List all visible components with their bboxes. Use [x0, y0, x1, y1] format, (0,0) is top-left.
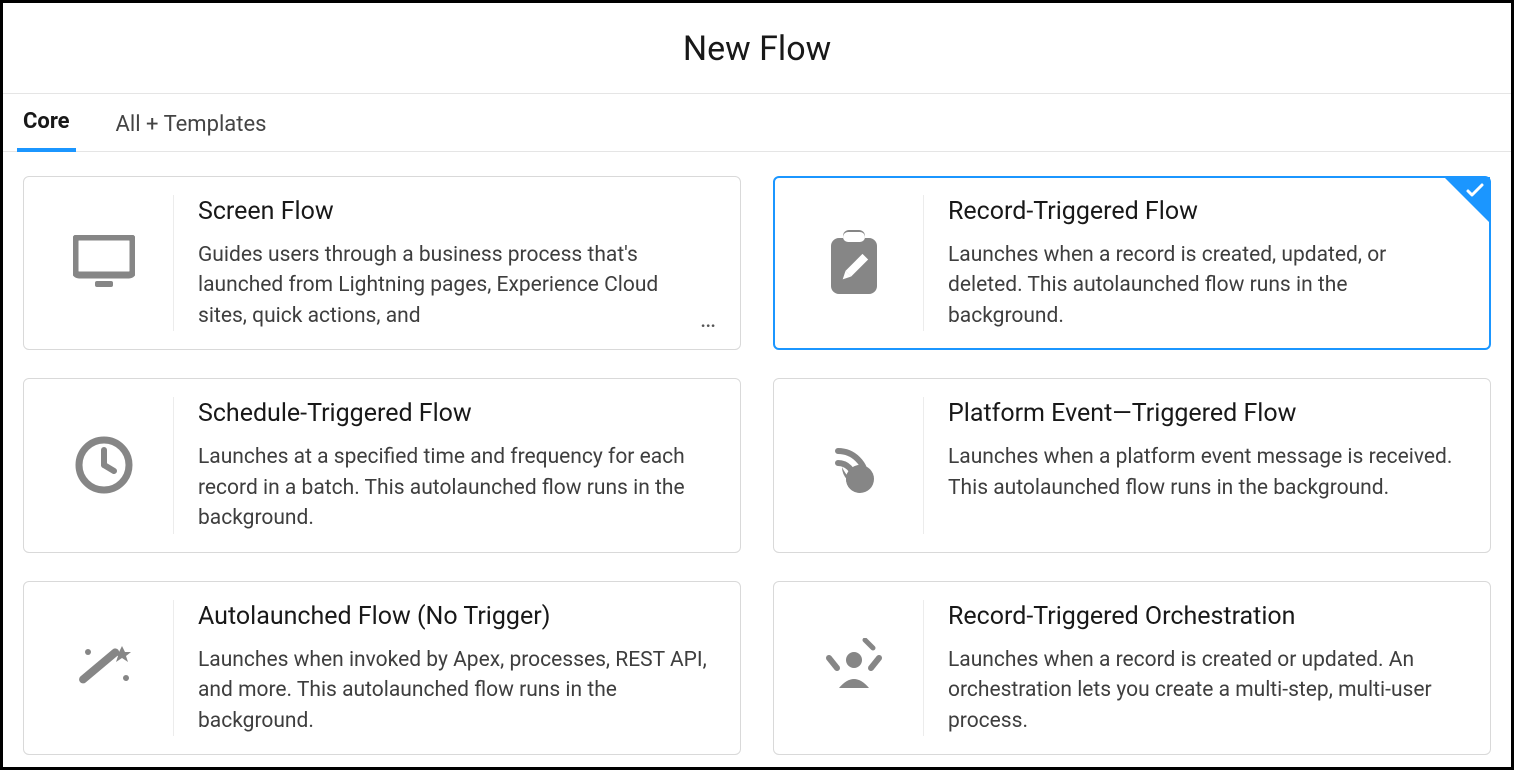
card-screen-flow[interactable]: Screen Flow Guides users through a busin…: [23, 176, 741, 350]
wand-icon: [72, 638, 136, 698]
card-icon-col: [44, 195, 174, 331]
card-icon-col: [794, 600, 924, 736]
card-icon-col: [794, 397, 924, 533]
card-title: Platform Event—Triggered Flow: [948, 399, 1462, 428]
card-body: Screen Flow Guides users through a busin…: [198, 195, 720, 331]
dialog-title: New Flow: [3, 29, 1511, 69]
card-icon-col: [44, 600, 174, 736]
card-desc: Launches at a specified time and frequen…: [198, 442, 712, 533]
clipboard-pencil-icon: [823, 228, 885, 298]
card-title: Record-Triggered Flow: [948, 197, 1462, 226]
tab-core-label: Core: [23, 109, 70, 134]
dialog-header: New Flow: [3, 3, 1511, 94]
card-icon-col: [794, 195, 924, 331]
card-body: Record-Triggered Flow Launches when a re…: [948, 195, 1470, 331]
card-platform-event-triggered-flow[interactable]: Platform Event—Triggered Flow Launches w…: [773, 378, 1491, 552]
flow-type-grid: Screen Flow Guides users through a busin…: [3, 152, 1511, 770]
tab-core[interactable]: Core: [17, 93, 76, 152]
card-title: Schedule-Triggered Flow: [198, 399, 712, 428]
new-flow-dialog: New Flow Core All + Templates Screen Flo…: [0, 0, 1514, 770]
card-body: Schedule-Triggered Flow Launches at a sp…: [198, 397, 720, 533]
card-desc: Guides users through a business process …: [198, 240, 712, 331]
card-title: Autolaunched Flow (No Trigger): [198, 602, 712, 631]
card-record-triggered-flow[interactable]: Record-Triggered Flow Launches when a re…: [773, 176, 1491, 350]
card-desc: Launches when a record is created, updat…: [948, 240, 1462, 331]
card-body: Autolaunched Flow (No Trigger) Launches …: [198, 600, 720, 736]
check-icon: [1465, 181, 1485, 205]
card-body: Platform Event—Triggered Flow Launches w…: [948, 397, 1470, 533]
card-autolaunched-flow-no-trigger[interactable]: Autolaunched Flow (No Trigger) Launches …: [23, 581, 741, 755]
tab-all-templates[interactable]: All + Templates: [110, 96, 273, 151]
tab-bar: Core All + Templates: [3, 94, 1511, 152]
card-title: Screen Flow: [198, 197, 712, 226]
card-schedule-triggered-flow[interactable]: Schedule-Triggered Flow Launches at a sp…: [23, 378, 741, 552]
desktop-icon: [73, 235, 135, 291]
card-desc: Launches when a record is created or upd…: [948, 645, 1462, 736]
card-title: Record-Triggered Orchestration: [948, 602, 1462, 631]
card-record-triggered-orchestration[interactable]: Record-Triggered Orchestration Launches …: [773, 581, 1491, 755]
clock-icon: [74, 435, 134, 495]
tab-all-templates-label: All + Templates: [116, 112, 267, 137]
satellite-icon: [824, 435, 884, 495]
card-desc: Launches when a platform event message i…: [948, 442, 1462, 503]
card-body: Record-Triggered Orchestration Launches …: [948, 600, 1470, 736]
orchestrator-icon: [823, 638, 885, 698]
card-desc: Launches when invoked by Apex, processes…: [198, 645, 712, 736]
truncation-ellipsis: …: [700, 305, 718, 333]
card-icon-col: [44, 397, 174, 533]
